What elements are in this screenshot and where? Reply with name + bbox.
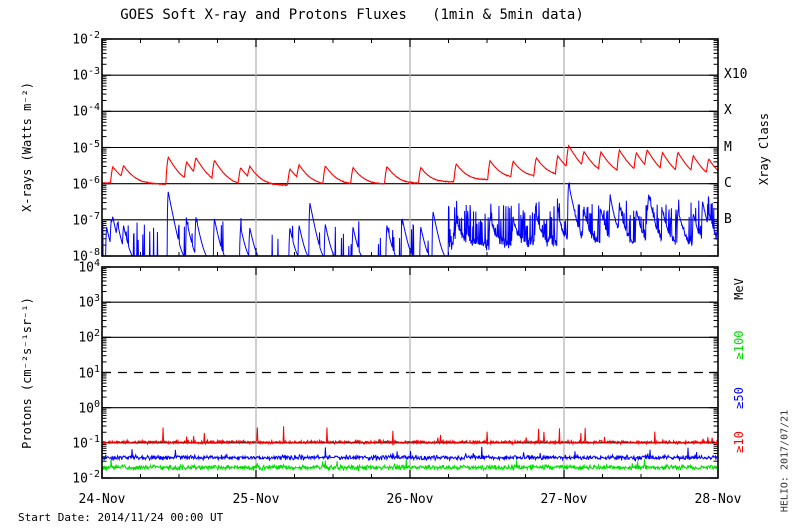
protons-ytick-10e2: 102 — [78, 328, 100, 346]
proton-energy-label-gte10: ≥10 — [732, 431, 746, 453]
x-axis-day-label-24-Nov: 24-Nov — [78, 492, 126, 507]
protons-ytick-10e1: 101 — [78, 363, 100, 381]
x-axis-day-label-25-Nov: 25-Nov — [232, 492, 280, 507]
xray-ytick-10e-4: 10-4 — [72, 102, 100, 120]
x-axis-day-label-28-Nov: 28-Nov — [694, 492, 742, 507]
mev-unit-label: MeV — [732, 278, 746, 300]
xray-ytick-10e-7: 10-7 — [72, 210, 100, 229]
protons-ytick-10e4: 104 — [78, 258, 100, 276]
xray-class-label-x10: X10 — [724, 67, 748, 83]
xray-ytick-10e-3: 10-3 — [72, 66, 100, 84]
protons-ytick-10e3: 103 — [78, 293, 100, 311]
protons-ytick-10e-2: 10-2 — [72, 469, 100, 487]
protons-ytick-10e0: 100 — [78, 398, 100, 416]
xray-ytick-10e-5: 10-5 — [72, 138, 100, 156]
protons-y-axis-label: Protons (cm⁻²s⁻¹sr⁻¹) — [20, 297, 34, 449]
xray-ytick-10e-8: 10-8 — [72, 247, 100, 265]
xray-class-label-m: M — [724, 139, 732, 155]
xray-class-label-x: X — [724, 103, 732, 119]
protons-ytick-10e-1: 10-1 — [72, 433, 100, 452]
xray-class-label-c: C — [724, 175, 732, 191]
proton-energy-label-gte50: ≥50 — [732, 387, 746, 409]
xray-class-axis-title: Xray Class — [757, 112, 771, 186]
xray-ytick-10e-2: 10-2 — [72, 30, 100, 48]
xray-y-axis-label: X-rays (Watts m⁻²) — [20, 81, 34, 213]
credit-label: HELIO: 2017/07/21 — [779, 409, 791, 513]
xray-class-label-b: B — [724, 211, 732, 227]
x-axis-day-label-26-Nov: 26-Nov — [386, 492, 434, 507]
proton-energy-label-gte100: ≥100 — [732, 330, 746, 360]
xray-ytick-10e-6: 10-6 — [72, 174, 100, 192]
x-axis-day-label-27-Nov: 27-Nov — [540, 492, 588, 507]
chart-title: GOES Soft X-ray and Protons Fluxes (1min… — [120, 7, 584, 23]
start-date-label: Start Date: 2014/11/24 00:00 UT — [18, 511, 224, 524]
